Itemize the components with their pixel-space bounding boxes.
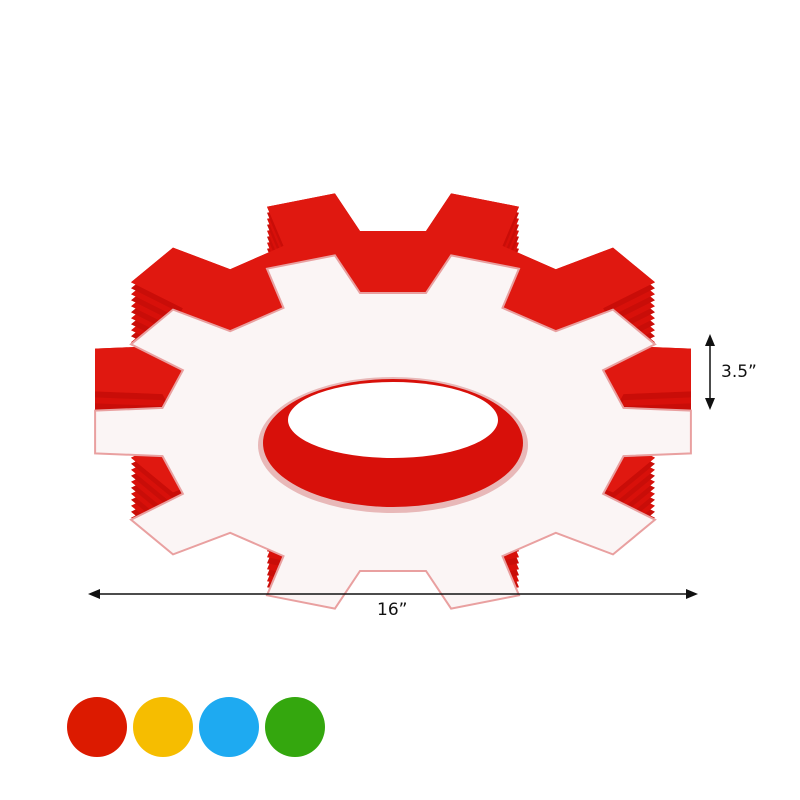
color-swatch-red[interactable] — [67, 697, 127, 757]
color-swatch-yellow[interactable] — [133, 697, 193, 757]
height-label: 3.5” — [721, 362, 757, 382]
height-dimension-arrow — [705, 334, 715, 410]
gear-face — [94, 254, 692, 610]
color-swatch-green[interactable] — [265, 697, 325, 757]
width-dimension-arrow — [88, 589, 698, 599]
width-label: 16” — [377, 600, 408, 620]
color-swatch-blue[interactable] — [199, 697, 259, 757]
hole-opening — [288, 382, 498, 458]
